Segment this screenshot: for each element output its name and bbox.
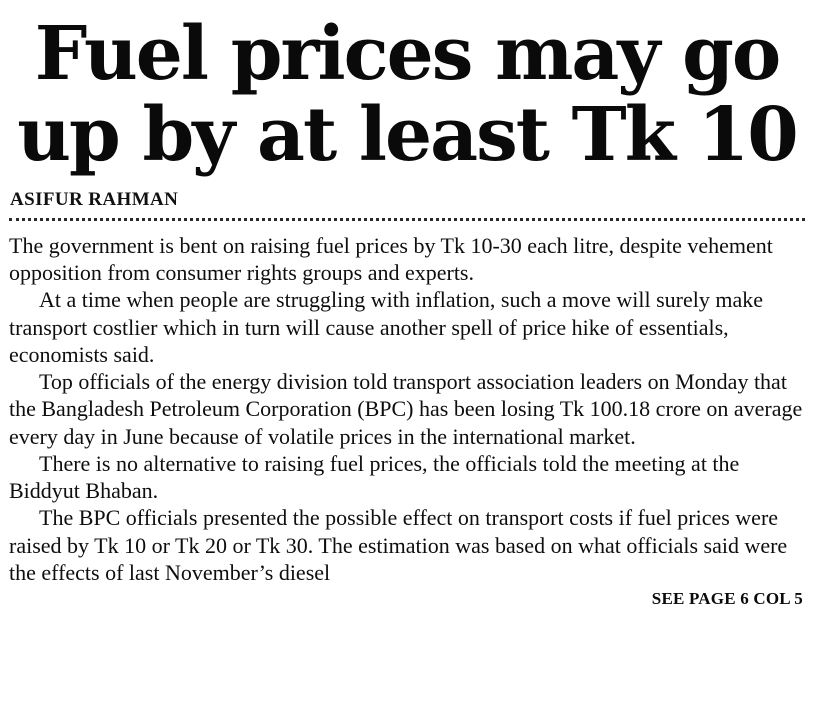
byline: ASIFUR RAHMAN <box>10 188 179 210</box>
paragraph-4: There is no alternative to raising fuel … <box>9 450 740 504</box>
article-body: The government is bent on raising fuel p… <box>9 232 805 586</box>
dotted-separator <box>9 217 805 221</box>
paragraph-1: The government is bent on raising fuel p… <box>9 232 773 286</box>
paragraph-5: The BPC officials presented the possible… <box>9 505 788 585</box>
continuation-note: SEE PAGE 6 COL 5 <box>651 589 803 609</box>
headline: Fuel prices may go up by at least Tk 10 <box>17 11 799 179</box>
paragraph-2: At a time when people are struggling wit… <box>9 287 763 367</box>
paragraph-3: Top officials of the energy division tol… <box>9 369 803 449</box>
